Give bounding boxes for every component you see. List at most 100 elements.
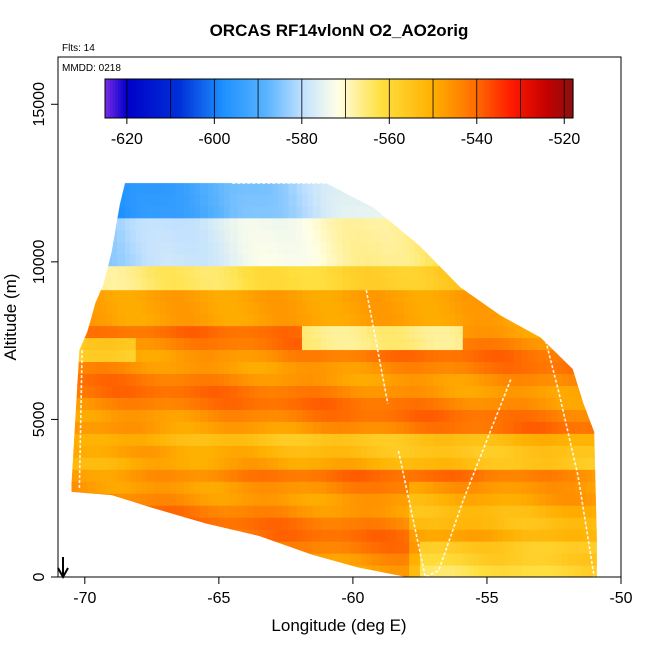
heatmap-cell xyxy=(170,505,177,518)
heatmap-cell xyxy=(267,433,274,446)
heatmap-cell xyxy=(586,565,593,577)
heatmap-cell xyxy=(385,349,392,363)
heatmap-cell xyxy=(403,505,410,518)
heatmap-cell xyxy=(313,170,322,183)
heatmap-cell xyxy=(76,229,83,243)
heatmap-cell xyxy=(200,433,209,446)
heatmap-cell xyxy=(106,337,113,351)
heatmap-cell xyxy=(395,325,405,339)
heatmap-cell xyxy=(277,241,284,255)
heatmap-cell xyxy=(307,253,314,267)
heatmap-cell xyxy=(503,265,509,279)
colorbar-segment xyxy=(263,79,267,118)
colorbar-segment xyxy=(258,79,262,118)
heatmap-cell xyxy=(575,529,582,542)
heatmap-cell xyxy=(106,229,113,243)
heatmap-cell xyxy=(551,517,558,530)
heatmap-cell xyxy=(208,337,215,351)
heatmap-cell xyxy=(326,517,333,530)
heatmap-cell xyxy=(116,553,126,566)
heatmap-cell xyxy=(350,289,357,303)
heatmap-cell xyxy=(229,205,239,219)
heatmap-cell xyxy=(462,457,469,470)
heatmap-cell xyxy=(537,541,547,554)
heatmap-cell xyxy=(545,481,552,494)
heatmap-cell xyxy=(350,373,357,386)
heatmap-cell xyxy=(521,505,528,518)
heatmap-cell xyxy=(508,421,515,434)
heatmap-cell xyxy=(130,409,137,422)
heatmap-cell xyxy=(409,193,416,207)
heatmap-cell xyxy=(194,517,201,530)
heatmap-cell xyxy=(141,517,148,530)
heatmap-cell xyxy=(360,277,367,291)
heatmap-cell xyxy=(409,241,416,255)
heatmap-cell xyxy=(575,170,581,183)
heatmap-cell xyxy=(366,205,373,219)
heatmap-cell xyxy=(355,445,362,458)
heatmap-cell xyxy=(532,205,539,219)
heatmap-cell xyxy=(154,481,161,494)
colorbar-segment xyxy=(536,79,540,118)
heatmap-cell xyxy=(508,217,515,231)
heatmap-cell xyxy=(288,253,298,267)
heatmap-cell xyxy=(272,373,279,386)
heatmap-cell xyxy=(580,337,587,351)
heatmap-cell xyxy=(331,217,338,231)
heatmap-cell xyxy=(508,265,515,279)
colorbar-segment xyxy=(141,79,145,118)
heatmap-cell xyxy=(320,517,327,530)
colorbar-segment xyxy=(138,79,142,118)
heatmap-cell xyxy=(253,337,260,351)
heatmap-cell xyxy=(438,505,445,518)
heatmap-cell xyxy=(100,373,107,386)
heatmap-cell xyxy=(462,481,469,494)
heatmap-cell xyxy=(497,481,504,494)
heatmap-cell xyxy=(433,529,440,542)
heatmap-cell xyxy=(170,349,177,363)
heatmap-cell xyxy=(154,277,161,291)
heatmap-cell xyxy=(154,289,161,303)
heatmap-cell xyxy=(473,409,480,422)
heatmap-cell xyxy=(76,553,83,566)
heatmap-cell xyxy=(208,493,215,506)
heatmap-cell xyxy=(419,337,426,351)
heatmap-cell xyxy=(320,409,327,422)
heatmap-cell xyxy=(385,277,392,291)
heatmap-cells xyxy=(71,170,597,577)
heatmap-cell xyxy=(462,217,469,231)
heatmap-cell xyxy=(165,445,172,458)
heatmap-cell xyxy=(342,241,351,255)
heatmap-cell xyxy=(390,265,397,279)
colorbar-segment xyxy=(188,79,192,118)
heatmap-cell xyxy=(425,565,434,577)
heatmap-cell xyxy=(390,170,396,183)
heatmap-cell xyxy=(449,337,456,351)
heatmap-cell xyxy=(385,529,392,542)
heatmap-cell xyxy=(433,170,439,183)
heatmap-cell xyxy=(253,421,260,434)
heatmap-cell xyxy=(449,541,456,554)
heatmap-cell xyxy=(484,313,493,327)
heatmap-cell xyxy=(331,445,338,458)
heatmap-cell xyxy=(414,505,421,518)
heatmap-cell xyxy=(165,553,172,566)
heatmap-cell xyxy=(449,170,455,183)
heatmap-cell xyxy=(371,301,381,315)
heatmap-cell xyxy=(87,170,96,183)
heatmap-cell xyxy=(224,183,231,195)
colorbar-segment xyxy=(417,79,421,118)
colorbar-segment xyxy=(305,79,309,118)
heatmap-cell xyxy=(326,469,333,482)
heatmap-cell xyxy=(438,493,445,506)
heatmap-cell xyxy=(409,445,416,458)
heatmap-cell xyxy=(438,373,445,386)
heatmap-cell xyxy=(425,277,434,291)
heatmap-cell xyxy=(433,265,440,279)
heatmap-cell xyxy=(355,493,362,506)
colorbar-segment xyxy=(123,79,127,118)
heatmap-cell xyxy=(87,265,97,279)
heatmap-cell xyxy=(390,469,397,482)
heatmap-cell xyxy=(277,183,284,195)
heatmap-cell xyxy=(208,541,215,554)
